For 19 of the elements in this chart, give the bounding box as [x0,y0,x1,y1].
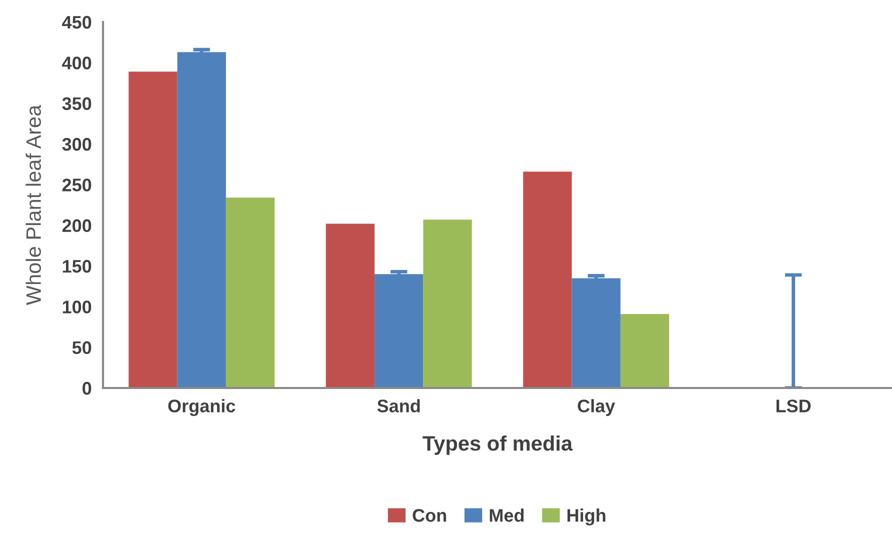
legend-label: Med [490,508,524,522]
y-tick-label: 50 [72,341,92,354]
legend-label: High [568,508,606,526]
x-axis-title: Types of media [422,435,573,455]
y-tick-label: 150 [62,260,92,273]
x-tick-label: Clay [578,399,616,416]
y-tick-label: 250 [62,178,92,192]
x-tick-label: Organic [168,399,236,416]
x-tick-label: LSD [776,400,811,412]
y-tick-label: 450 [62,16,92,29]
y-tick-label: 400 [62,56,92,70]
legend-label: Con [412,509,446,522]
y-tick-label: 350 [62,97,92,110]
y-tick-label: 200 [62,219,92,232]
y-tick-label: 100 [62,300,92,314]
y-tick-label: 300 [62,138,92,151]
y-axis-title: Whole Plant leaf Area [26,104,41,306]
x-tick-label: Sand [377,399,420,412]
y-tick-label: 0 [82,382,92,395]
